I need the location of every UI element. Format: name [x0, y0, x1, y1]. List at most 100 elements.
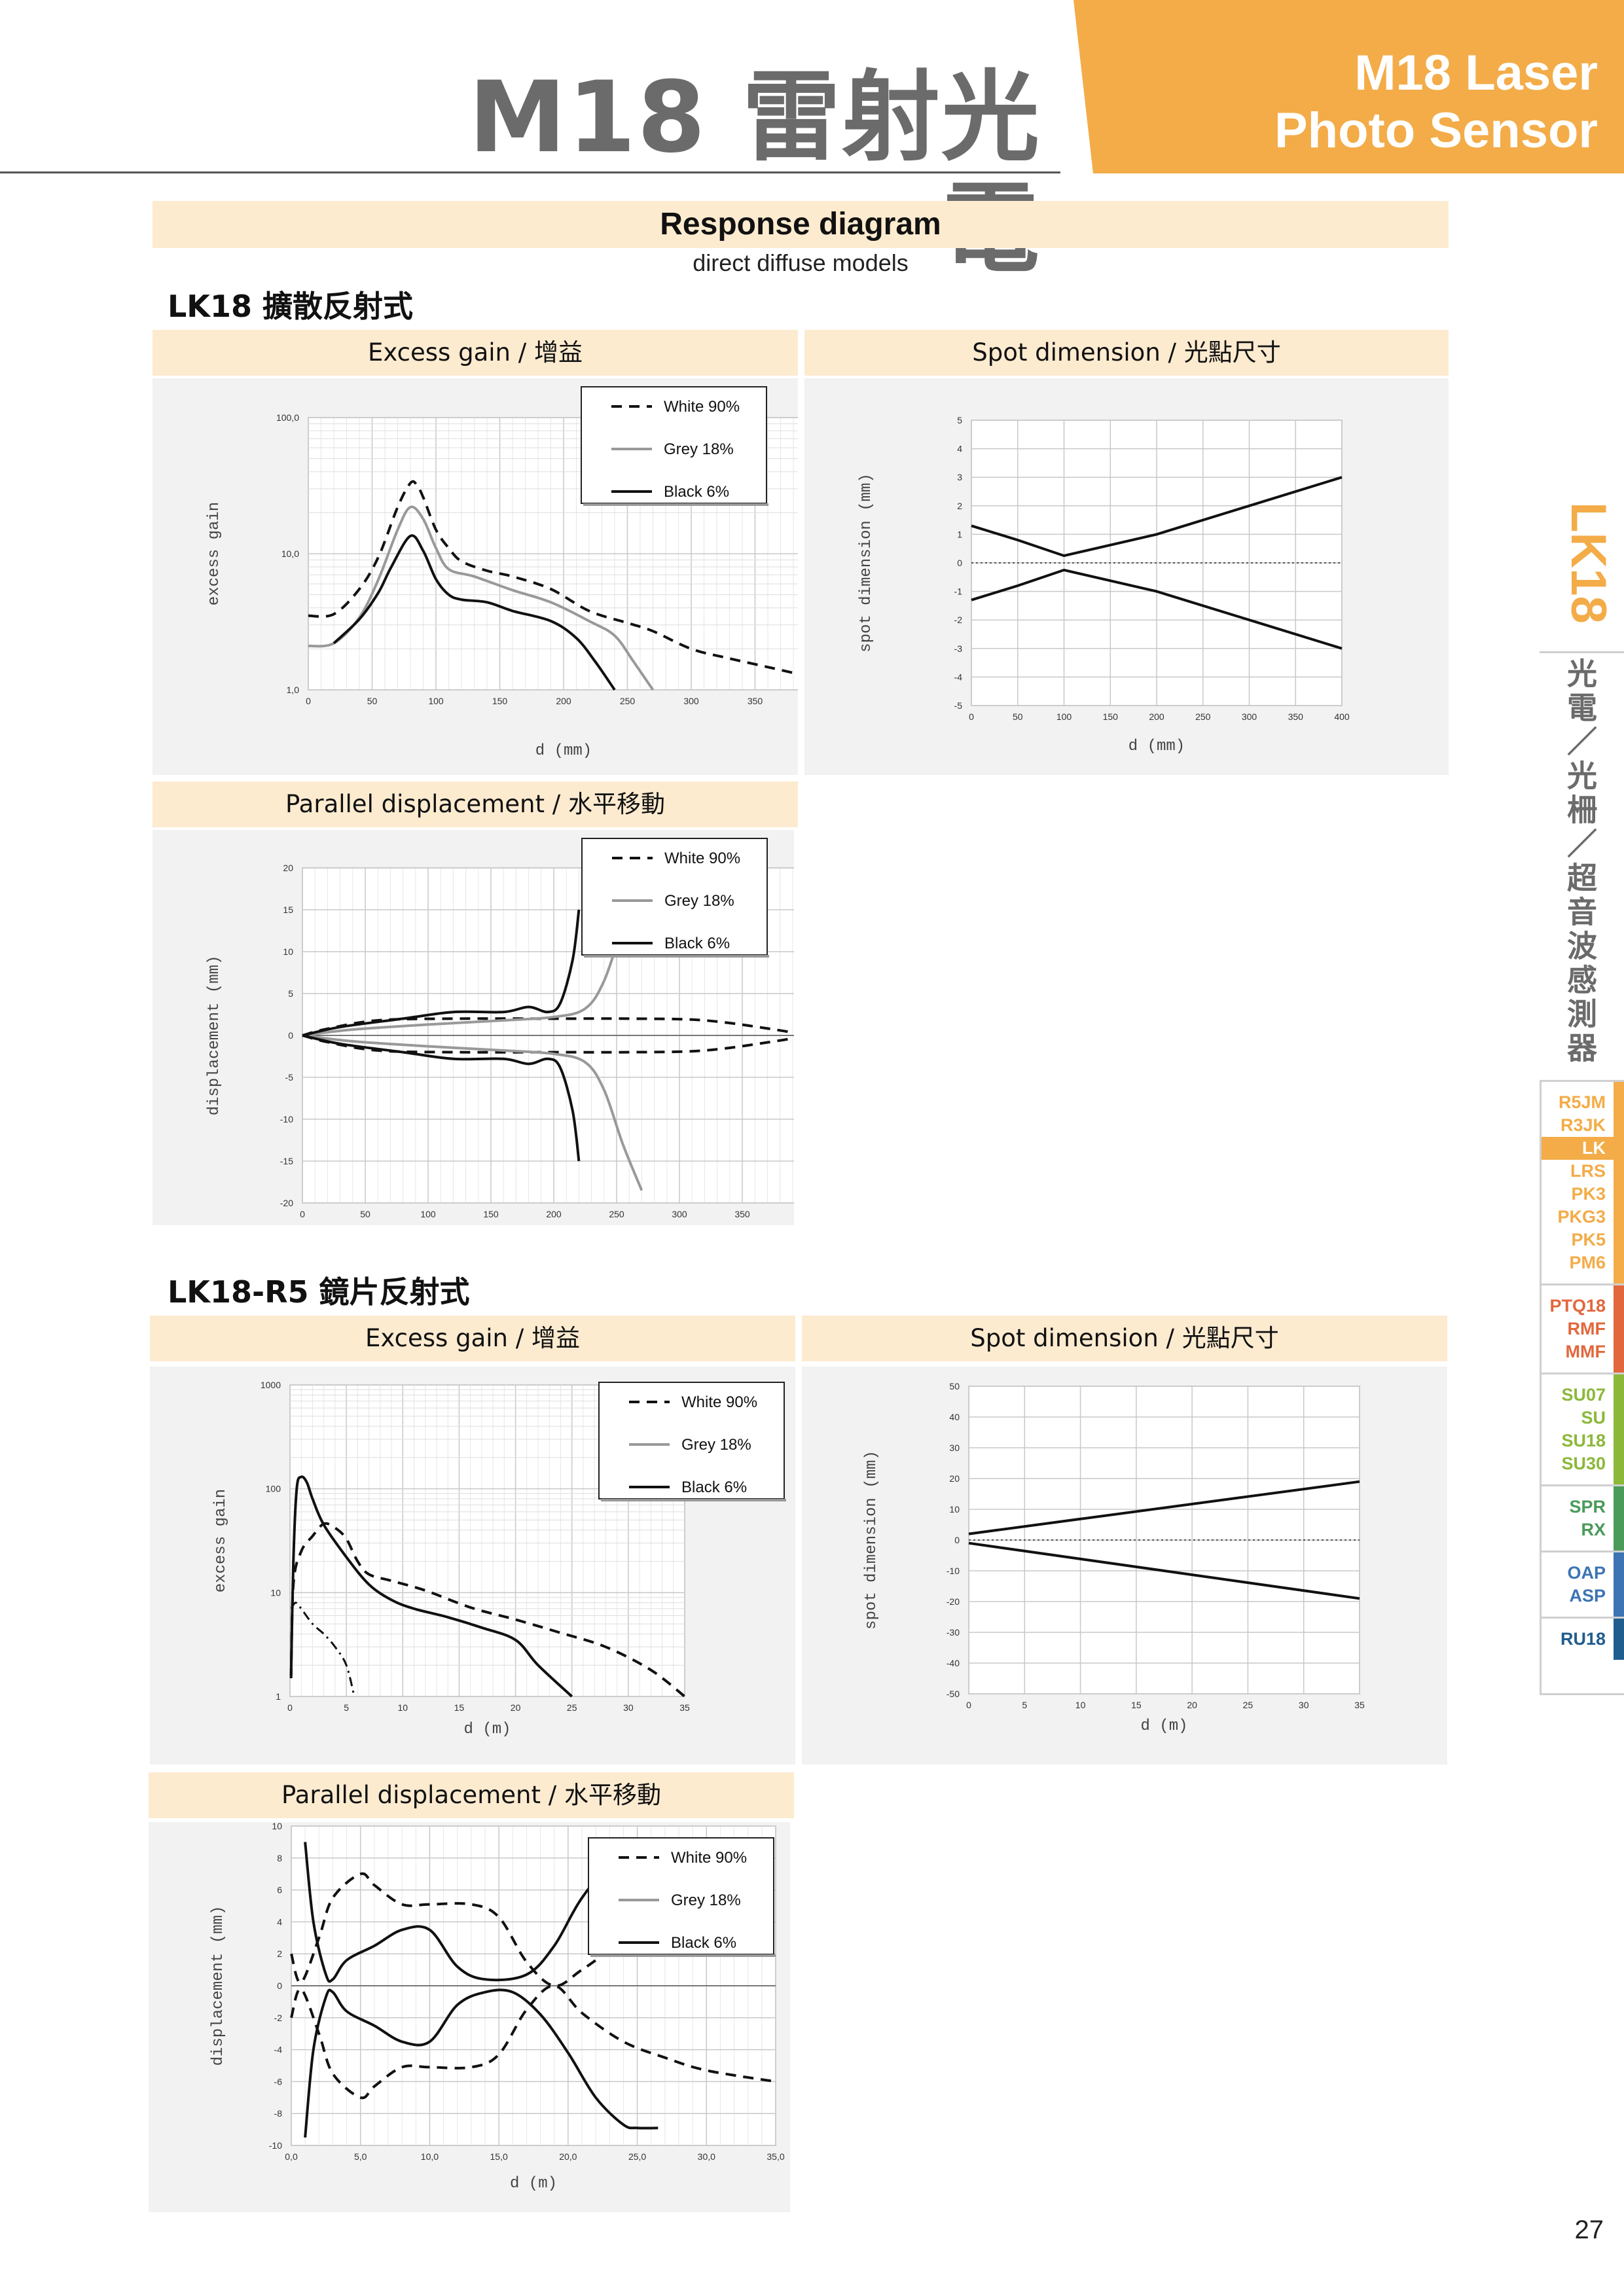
x-tick-label: 0,0	[285, 2151, 298, 2162]
sidebar-category: 光電／光柵／超音波感測器	[1562, 658, 1598, 1066]
sidebar-item-ru18[interactable]: RU18	[1560, 1629, 1606, 1649]
x-tick-label: 15	[1131, 1700, 1142, 1710]
x-tick-label: 30	[1299, 1700, 1309, 1710]
y-tick-label: 6	[277, 1885, 282, 1895]
series-line	[971, 476, 1343, 558]
x-tick-label: 20	[511, 1702, 521, 1713]
y-tick-label: 2	[277, 1948, 282, 1959]
sidebar-item-asp[interactable]: ASP	[1569, 1586, 1606, 1605]
page-number: 27	[1574, 2215, 1604, 2244]
s1-excess-gain-panel: 0501001502002503003504001,010,0100,0exce…	[153, 378, 827, 775]
sidebar-item-r5jm[interactable]: R5JM	[1558, 1092, 1606, 1112]
sidebar-item-oap[interactable]: OAP	[1567, 1563, 1606, 1583]
y-tick-label: 30	[949, 1443, 960, 1453]
x-axis-label: d (mm)	[535, 742, 592, 760]
y-tick-label: 0	[954, 1535, 960, 1545]
x-tick-label: 50	[367, 696, 378, 706]
sidebar-item-su07[interactable]: SU07	[1561, 1385, 1606, 1405]
plot-area: 0 50 100 150 200 250 300 350 400 -5 -4 -3 -2 -1 0 1 2 3 4 5…	[857, 415, 1350, 755]
sidebar-group-separator	[1542, 1484, 1624, 1486]
series-line	[290, 1872, 666, 1988]
legend-label: White 90%	[671, 1849, 747, 1867]
y-tick-label: 1,0	[287, 685, 300, 695]
x-tick-label: 25	[1243, 1700, 1254, 1710]
sidebar-item-rmf[interactable]: RMF	[1567, 1319, 1606, 1338]
y-tick-label: -40	[947, 1658, 960, 1668]
sidebar-item-pkg3[interactable]: PKG3	[1557, 1207, 1606, 1227]
sidebar-item-lk[interactable]: LK	[1542, 1137, 1624, 1160]
legend-label: Black 6%	[664, 935, 730, 952]
product-tag-line1: M18 Laser	[1354, 45, 1598, 101]
chart-legend: White 90% Grey 18% Black 6%	[581, 838, 769, 958]
sidebar-group-color-strip	[1614, 1486, 1624, 1551]
x-tick-label: 15	[454, 1702, 465, 1713]
series-line	[302, 1034, 806, 1054]
y-tick-label: 1	[957, 529, 962, 539]
lk18-spot-dimension-chart: 0 50 100 150 200 250 300 350 400 -5 -4 -3 -2 -1 0 1 2 3 4 5…	[857, 415, 1350, 755]
y-tick-label: 0	[288, 1030, 293, 1041]
sidebar-item-su[interactable]: SU	[1581, 1408, 1606, 1427]
x-tick-label: 0	[969, 711, 974, 722]
response-diagram-subtitle: direct diffuse models	[693, 249, 909, 276]
x-tick-label: 25,0	[628, 2151, 646, 2162]
x-tick-label: 5	[344, 1702, 349, 1713]
sidebar-item-spr[interactable]: SPR	[1569, 1497, 1606, 1516]
x-tick-label: 10,0	[421, 2151, 439, 2162]
x-tick-label: 200	[546, 1209, 562, 1219]
lk18r5-spot-dimension-chart: 0 5 10 15 20 25 30 35 -50 -40 -30 -20 -10 0 10 20 30 40 50…	[863, 1381, 1365, 1735]
y-tick-label: -6	[274, 2076, 283, 2087]
series-line	[333, 534, 616, 691]
x-tick-label: 0	[966, 1700, 971, 1710]
x-tick-label: 0	[287, 1702, 293, 1713]
s1-spot-title: Spot dimension / 光點尺寸	[804, 330, 1449, 376]
y-tick-label: 50	[949, 1381, 960, 1391]
y-tick-label: -1	[954, 586, 963, 597]
y-tick-label: 2	[957, 501, 962, 511]
series-line	[302, 1017, 806, 1037]
y-tick-label: 8	[277, 1853, 282, 1863]
legend-label: White 90%	[664, 398, 740, 416]
sidebar-group-separator	[1542, 1283, 1624, 1285]
y-axis-label: spot dimension (mm)	[863, 1450, 880, 1630]
y-tick-label: -50	[947, 1689, 960, 1699]
x-tick-label: 30,0	[698, 2151, 715, 2162]
x-tick-label: 5,0	[354, 2151, 367, 2162]
x-tick-label: 300	[683, 696, 699, 706]
sidebar-item-r3jk[interactable]: R3JK	[1560, 1115, 1606, 1135]
sidebar-group: SU07 SU SU18 SU30	[1542, 1374, 1624, 1486]
sidebar-item-ptq18[interactable]: PTQ18	[1549, 1296, 1606, 1316]
s2-spot-title: Spot dimension / 光點尺寸	[802, 1316, 1447, 1361]
x-tick-label: 200	[556, 696, 571, 706]
y-tick-label: -2	[954, 615, 963, 625]
sidebar-group-separator	[1542, 1372, 1624, 1374]
sidebar-group-color-strip	[1614, 1552, 1624, 1617]
y-tick-label: -15	[280, 1156, 293, 1166]
y-axis-label: displacement (mm)	[209, 1906, 227, 2066]
plot-area: 050100150200250300350400-20-15-10-505101…	[206, 863, 813, 1219]
x-tick-label: 35	[679, 1702, 690, 1713]
y-tick-label: 4	[957, 444, 962, 454]
sidebar-item-pk3[interactable]: PK3	[1571, 1184, 1606, 1204]
sidebar-item-rx[interactable]: RX	[1581, 1520, 1606, 1539]
plot-area: 0 5 10 15 20 25 30 35 -50 -40 -30 -20 -10 0 10 20 30 40 50…	[863, 1381, 1365, 1735]
s2-parallel-title: Parallel displacement / 水平移動	[149, 1772, 794, 1818]
sidebar-item-su30[interactable]: SU30	[1561, 1454, 1606, 1473]
lk18r5-parallel-displacement-chart: 0,0 5,0 10,0 15,0 20,0 25,0 30,0 35,0 -10 -8 -6 -4 -…	[209, 1821, 785, 2193]
legend-shadow	[590, 1954, 776, 1957]
y-tick-label: 15	[283, 905, 293, 915]
y-tick-label: 1	[276, 1691, 281, 1702]
x-tick-label: 30	[623, 1702, 634, 1713]
x-tick-label: 25	[567, 1702, 577, 1713]
sidebar-item-pk5[interactable]: PK5	[1571, 1230, 1606, 1249]
sidebar-item-su18[interactable]: SU18	[1561, 1431, 1606, 1450]
sidebar-item-lrs[interactable]: LRS	[1570, 1161, 1606, 1181]
sidebar-group-separator	[1542, 1617, 1624, 1619]
lk18-parallel-displacement-chart: 050100150200250300350400-20-15-10-505101…	[206, 838, 813, 1219]
sidebar-item-pm6[interactable]: PM6	[1569, 1253, 1606, 1272]
y-tick-label: -10	[269, 2140, 282, 2151]
sidebar-group: RU18	[1542, 1619, 1624, 1660]
y-tick-label: -30	[947, 1627, 960, 1638]
sidebar-item-mmf[interactable]: MMF	[1565, 1342, 1606, 1361]
sidebar-group-color-strip	[1614, 1619, 1624, 1660]
y-tick-label: 0	[277, 1981, 282, 1991]
